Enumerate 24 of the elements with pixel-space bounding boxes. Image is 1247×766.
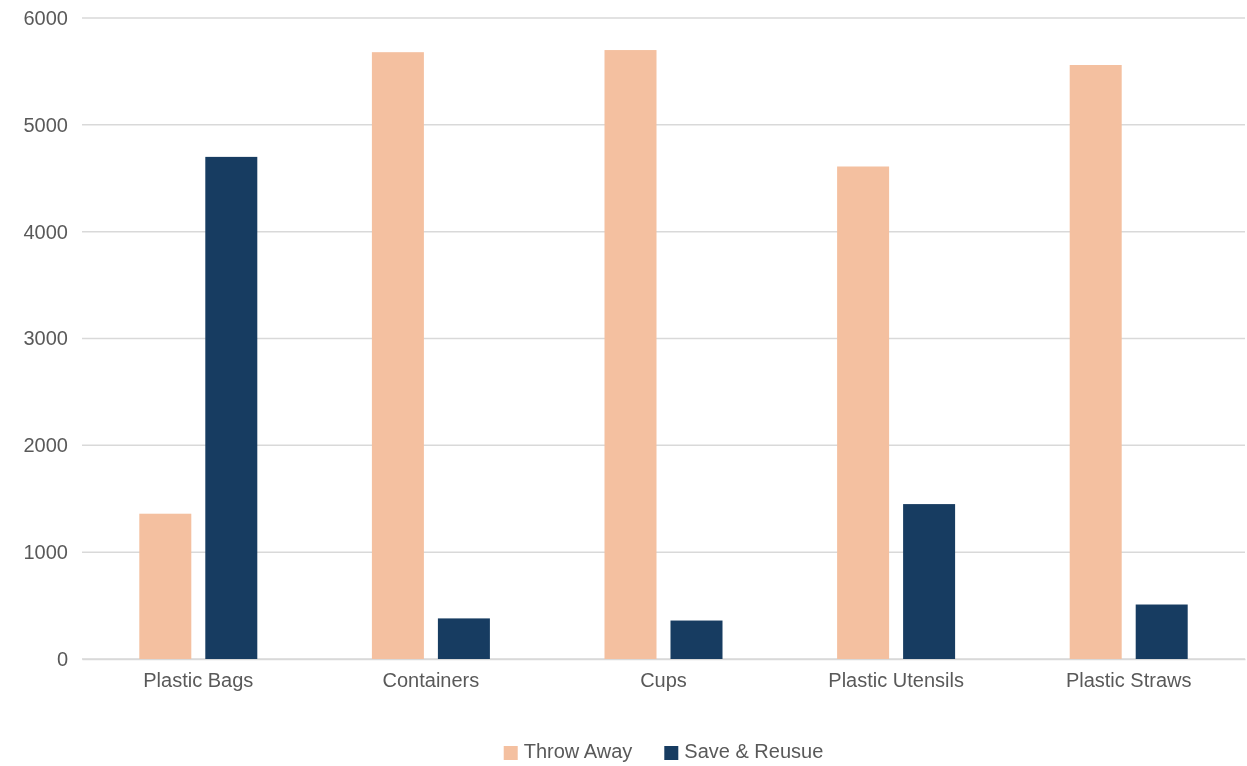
bar (371, 52, 424, 659)
y-tick-label: 0 (56, 647, 68, 670)
bar (837, 166, 890, 659)
bar (205, 156, 258, 659)
y-tick-label: 3000 (23, 327, 68, 350)
bar (604, 50, 657, 659)
y-tick-label: 5000 (23, 113, 68, 136)
y-tick-label: 6000 (23, 6, 68, 29)
y-tick-label: 2000 (23, 434, 68, 457)
bar (139, 513, 192, 659)
x-tick-label: Plastic Straws (1065, 669, 1192, 692)
y-tick-label: 4000 (23, 220, 68, 243)
x-tick-label: Plastic Utensils (828, 669, 964, 692)
legend-label: Save & Reusue (684, 740, 824, 762)
x-tick-label: Containers (382, 669, 480, 692)
bar (670, 620, 723, 659)
bar (903, 504, 956, 659)
bar (437, 618, 490, 659)
y-tick-label: 1000 (23, 541, 68, 564)
x-tick-label: Plastic Bags (143, 669, 254, 692)
bar (1069, 65, 1122, 659)
x-tick-label: Cups (640, 669, 687, 692)
bar (1135, 604, 1188, 659)
legend-label: Throw Away (523, 740, 633, 762)
